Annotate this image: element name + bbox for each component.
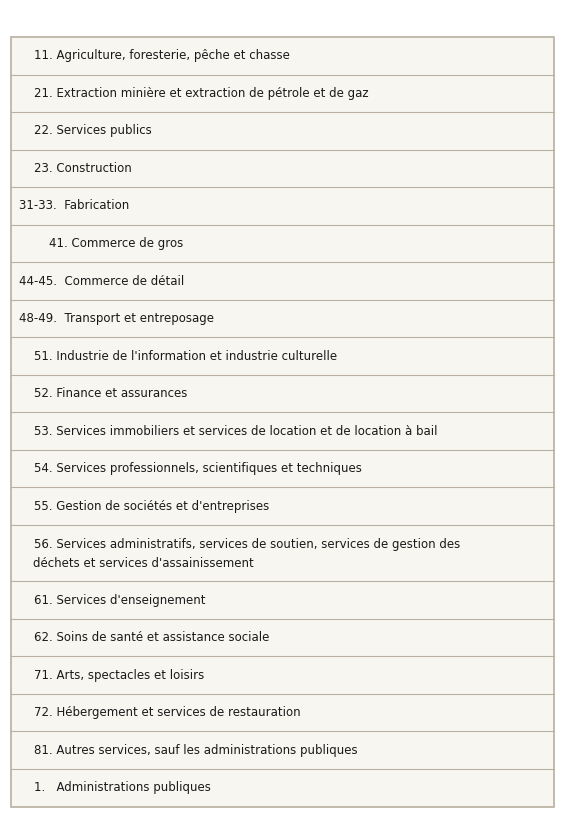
Text: 44-45.  Commerce de détail: 44-45. Commerce de détail	[19, 275, 185, 287]
Text: 48-49.  Transport et entreposage: 48-49. Transport et entreposage	[19, 312, 214, 325]
Text: 72. Hébergement et services de restauration: 72. Hébergement et services de restaurat…	[19, 706, 301, 719]
Text: 1.   Administrations publiques: 1. Administrations publiques	[19, 781, 211, 794]
Text: 23. Construction: 23. Construction	[19, 162, 132, 175]
Text: 62. Soins de santé et assistance sociale: 62. Soins de santé et assistance sociale	[19, 631, 270, 644]
Text: 55. Gestion de sociétés et d'entreprises: 55. Gestion de sociétés et d'entreprises	[19, 500, 270, 513]
Text: 71. Arts, spectacles et loisirs: 71. Arts, spectacles et loisirs	[19, 668, 205, 681]
Text: 52. Finance et assurances: 52. Finance et assurances	[19, 387, 188, 400]
Text: déchets et services d'assainissement: déchets et services d'assainissement	[33, 557, 254, 570]
Text: 21. Extraction minière et extraction de pétrole et de gaz: 21. Extraction minière et extraction de …	[19, 87, 369, 100]
Text: 22. Services publics: 22. Services publics	[19, 124, 152, 137]
Text: 31-33.  Fabrication: 31-33. Fabrication	[19, 199, 129, 212]
Text: 53. Services immobiliers et services de location et de location à bail: 53. Services immobiliers et services de …	[19, 425, 438, 438]
Text: 41. Commerce de gros: 41. Commerce de gros	[19, 237, 184, 250]
Text: 54. Services professionnels, scientifiques et techniques: 54. Services professionnels, scientifiqu…	[19, 463, 362, 475]
Text: 81. Autres services, sauf les administrations publiques: 81. Autres services, sauf les administra…	[19, 744, 358, 756]
Text: 56. Services administratifs, services de soutien, services de gestion des: 56. Services administratifs, services de…	[19, 538, 460, 551]
Text: 51. Industrie de l'information et industrie culturelle: 51. Industrie de l'information et indust…	[19, 350, 337, 363]
Text: 61. Services d'enseignement: 61. Services d'enseignement	[19, 593, 206, 607]
Text: 11. Agriculture, foresterie, pêche et chasse: 11. Agriculture, foresterie, pêche et ch…	[19, 49, 290, 63]
